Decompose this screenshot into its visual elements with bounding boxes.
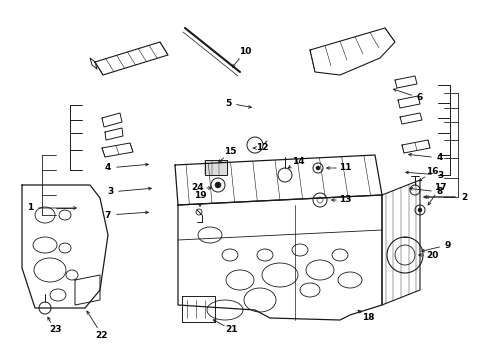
Text: 4: 4 <box>436 153 442 162</box>
Text: 13: 13 <box>338 195 350 204</box>
Text: 3: 3 <box>436 171 442 180</box>
Text: 6: 6 <box>416 94 422 103</box>
Text: 15: 15 <box>224 148 236 157</box>
Text: 9: 9 <box>444 240 450 249</box>
Text: 10: 10 <box>238 48 251 57</box>
Text: 23: 23 <box>49 325 61 334</box>
Text: 3: 3 <box>107 188 113 197</box>
Circle shape <box>315 166 319 170</box>
Text: 20: 20 <box>425 251 437 260</box>
Text: 7: 7 <box>104 211 111 220</box>
Text: 19: 19 <box>193 190 206 199</box>
Text: 22: 22 <box>96 330 108 339</box>
Text: 8: 8 <box>436 188 442 197</box>
Text: 5: 5 <box>224 99 231 108</box>
Text: 24: 24 <box>191 184 204 193</box>
Text: 16: 16 <box>425 167 437 176</box>
Text: 17: 17 <box>433 184 446 193</box>
Text: 12: 12 <box>255 144 268 153</box>
Text: 1: 1 <box>27 203 33 212</box>
Circle shape <box>417 208 421 212</box>
Text: 14: 14 <box>291 158 304 166</box>
Bar <box>204 160 226 175</box>
Text: 4: 4 <box>104 163 111 172</box>
Circle shape <box>215 182 221 188</box>
Text: 2: 2 <box>460 193 466 202</box>
Text: 21: 21 <box>225 325 238 334</box>
Text: 11: 11 <box>338 163 350 172</box>
Text: 18: 18 <box>361 314 373 323</box>
